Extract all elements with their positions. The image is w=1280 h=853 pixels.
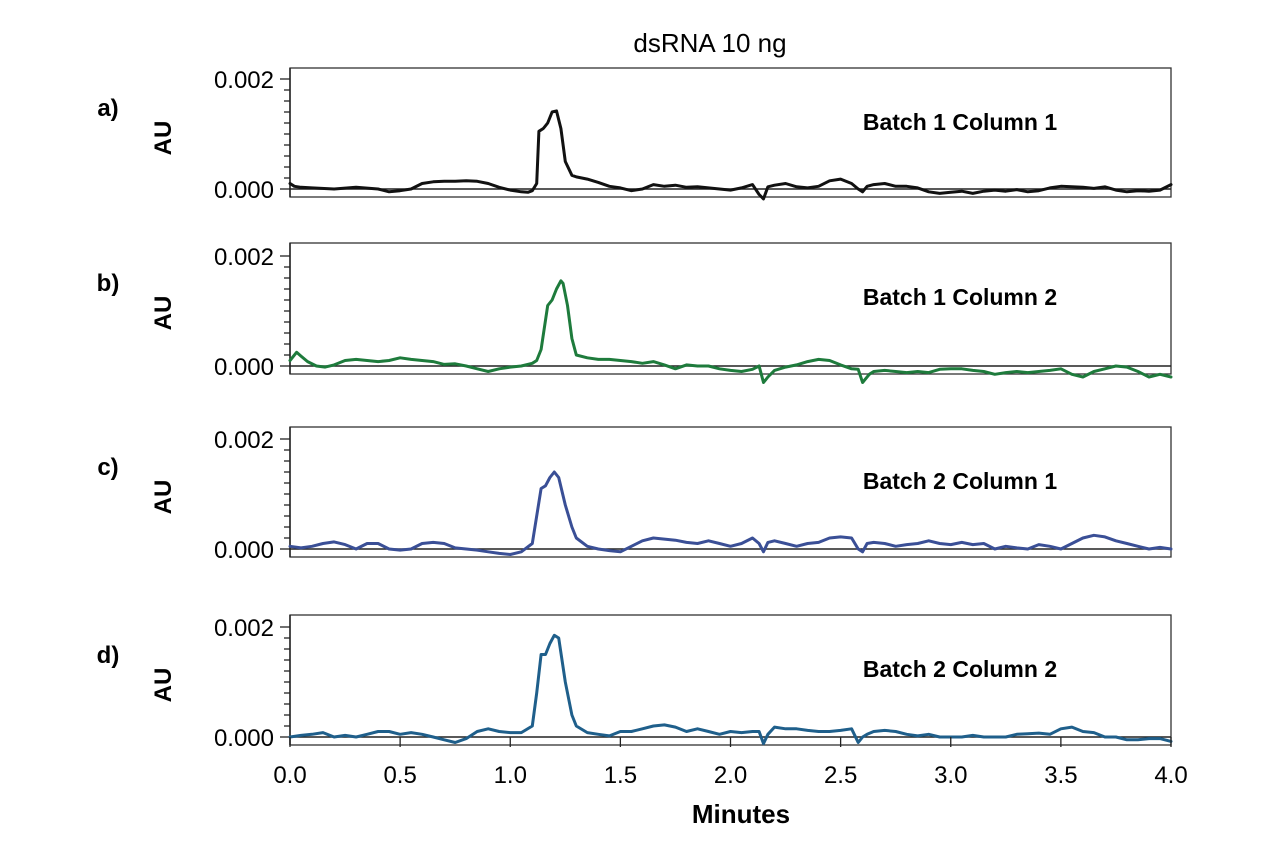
- series-line: [288, 470, 1173, 556]
- y-axis-label: AU: [150, 668, 177, 703]
- panel-2: 0.000 0.002 b) AU Batch 1 Column 2: [97, 242, 1173, 384]
- panel-label: b): [97, 270, 120, 297]
- series-label: Batch 2 Column 2: [863, 656, 1057, 682]
- series-label: Batch 1 Column 2: [863, 284, 1057, 310]
- series-line: [288, 279, 1173, 384]
- panel-label: a): [97, 95, 118, 122]
- x-tick-label: 2.5: [824, 762, 857, 789]
- panel-label: d): [97, 642, 120, 669]
- y-axis-label: AU: [150, 480, 177, 515]
- y-axis-label: AU: [150, 296, 177, 331]
- x-axis: 0.0 0.5 1.0 1.5 2.0 2.5 3.0 3.5 4.0: [273, 737, 1188, 789]
- x-tick-label: 0.5: [383, 762, 416, 789]
- chart-title: dsRNA 10 ng: [633, 28, 786, 58]
- y-axis-label: AU: [150, 121, 177, 156]
- x-tick-label: 2.0: [714, 762, 747, 789]
- y-tick-label: 0.002: [214, 615, 274, 642]
- x-tick-label: 1.0: [494, 762, 527, 789]
- x-tick-label: 4.0: [1154, 762, 1187, 789]
- series-label: Batch 1 Column 1: [863, 109, 1057, 135]
- series-line: [288, 633, 1173, 746]
- panel-label: c): [97, 454, 118, 481]
- panel-3: 0.000 0.002 c) AU Batch 2 Column 1: [97, 426, 1173, 564]
- x-axis-label: Minutes: [692, 799, 790, 829]
- series-line: [288, 109, 1173, 201]
- y-tick-label: 0.002: [214, 427, 274, 454]
- y-tick-label: 0.002: [214, 67, 274, 94]
- panels-group: 0.000 0.002 a) AU Batch 1 Column 1 0.000 0.002…: [97, 67, 1173, 752]
- x-tick-label: 3.5: [1044, 762, 1077, 789]
- panel-4: 0.000 0.002 d) AU Batch 2 Column 2: [97, 614, 1173, 752]
- x-tick-label: 0.0: [273, 762, 306, 789]
- y-tick-label: 0.000: [214, 177, 274, 204]
- y-tick-label: 0.000: [214, 537, 274, 564]
- y-tick-label: 0.002: [214, 244, 274, 271]
- x-tick-label: 3.0: [934, 762, 967, 789]
- y-tick-label: 0.000: [214, 725, 274, 752]
- series-label: Batch 2 Column 1: [863, 468, 1057, 494]
- x-tick-label: 1.5: [604, 762, 637, 789]
- panel-1: 0.000 0.002 a) AU Batch 1 Column 1: [97, 67, 1173, 204]
- y-tick-label: 0.000: [214, 354, 274, 381]
